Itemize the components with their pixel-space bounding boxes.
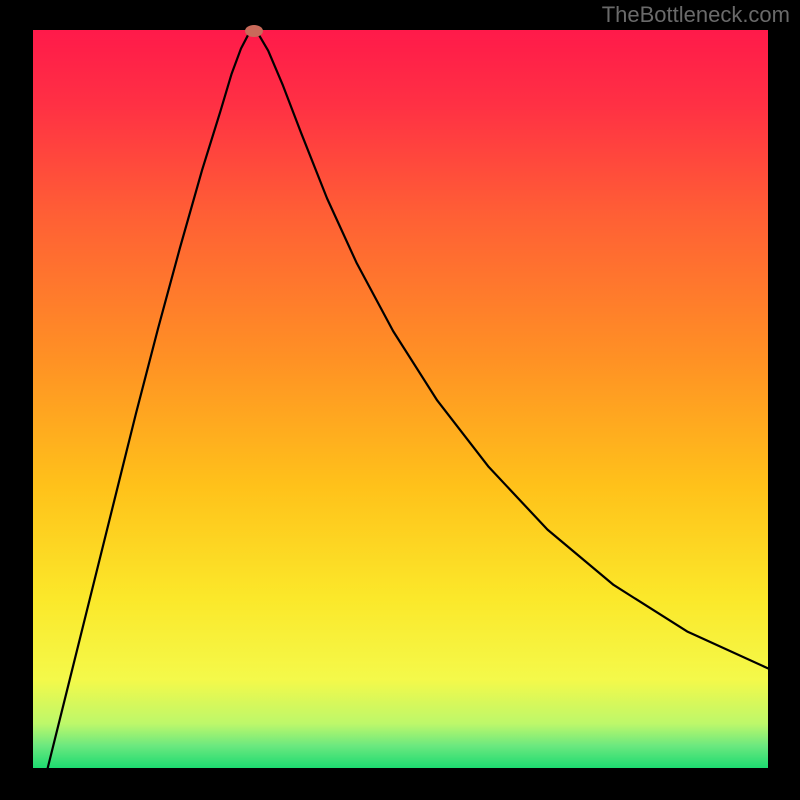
- watermark-text: TheBottleneck.com: [602, 2, 790, 28]
- minimum-marker: [245, 25, 263, 37]
- bottleneck-curve: [48, 31, 768, 768]
- curve-overlay: [0, 0, 800, 800]
- chart-container: TheBottleneck.com: [0, 0, 800, 800]
